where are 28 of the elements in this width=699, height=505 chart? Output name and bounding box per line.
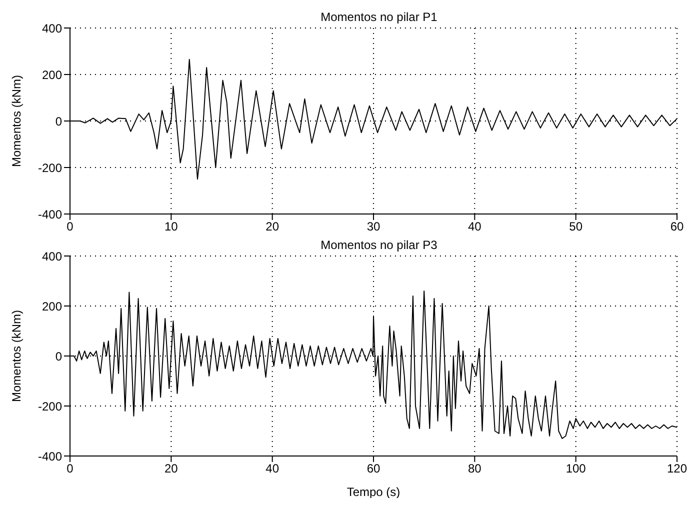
y-tick-label: 400 [42, 21, 62, 36]
x-tick-label: 20 [266, 220, 280, 234]
y-tick-label: 0 [55, 114, 62, 128]
y-tick-label: -200 [38, 399, 62, 414]
x-tick-label: 40 [468, 220, 482, 234]
x-tick-label: 10 [164, 220, 178, 234]
y-tick-label: 200 [42, 299, 62, 314]
x-tick-label: 60 [366, 462, 380, 476]
x-tick-label: 80 [468, 462, 482, 476]
chart-title: Momentos no pilar P1 [320, 10, 438, 24]
y-tick-label: 200 [42, 68, 62, 82]
y-tick-label: 0 [55, 349, 62, 364]
x-tick-label: 50 [569, 220, 583, 234]
x-tick-label: 40 [266, 462, 280, 476]
chart-title: Momentos no pilar P3 [320, 238, 438, 252]
y-tick-label: 400 [42, 249, 62, 264]
x-tick-label: 30 [366, 220, 380, 234]
y-tick-label: -200 [38, 160, 62, 175]
x-tick-label: 120 [666, 462, 688, 476]
y-tick-label: -400 [38, 449, 62, 464]
x-tick-label: 0 [66, 462, 74, 476]
y-axis-title: Momentos (kNm) [9, 74, 24, 168]
x-tick-label: 20 [164, 462, 178, 476]
x-tick-label: 0 [66, 220, 74, 234]
x-tick-label: 100 [566, 462, 586, 476]
x-tick-label: 60 [670, 220, 684, 234]
y-tick-label: -400 [38, 207, 62, 222]
y-axis-title: Momentos (kNm) [9, 310, 24, 402]
